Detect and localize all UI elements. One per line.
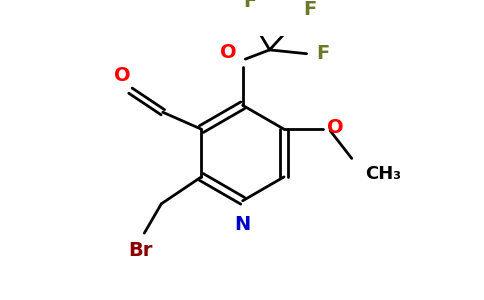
- Text: CH₃: CH₃: [365, 165, 402, 183]
- Text: O: O: [327, 118, 344, 137]
- Text: F: F: [303, 0, 317, 19]
- Text: F: F: [317, 44, 330, 63]
- Text: Br: Br: [128, 241, 152, 260]
- Text: O: O: [114, 65, 131, 85]
- Text: O: O: [220, 43, 237, 62]
- Text: N: N: [235, 214, 251, 234]
- Text: F: F: [244, 0, 257, 11]
